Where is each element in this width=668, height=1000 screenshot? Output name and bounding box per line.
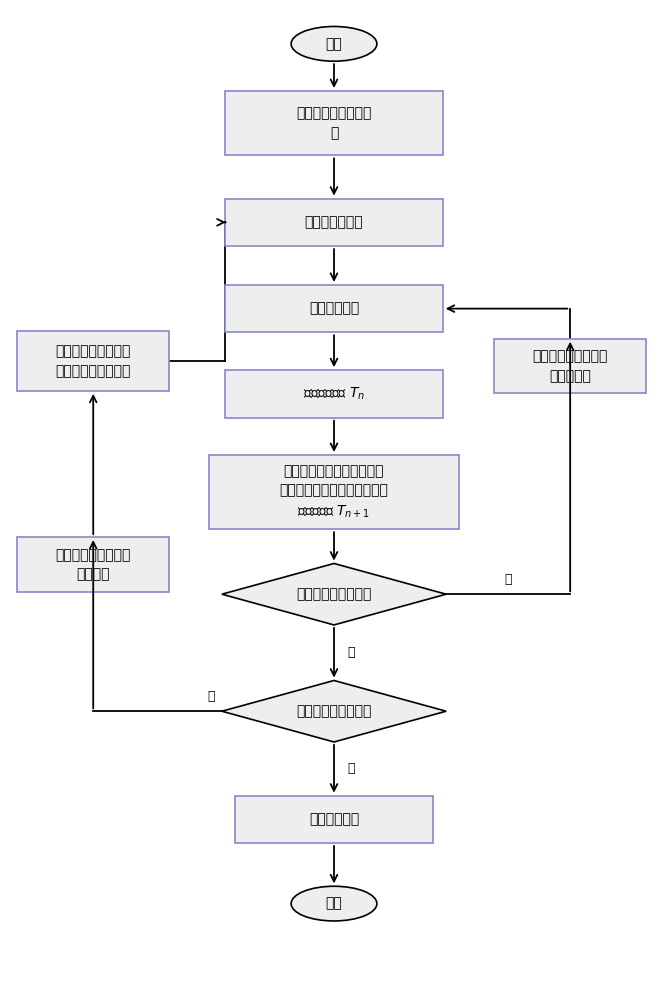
FancyBboxPatch shape bbox=[17, 331, 169, 391]
Ellipse shape bbox=[291, 26, 377, 61]
Text: 开始: 开始 bbox=[325, 37, 343, 51]
Text: 是否满足收敛条件？: 是否满足收敛条件？ bbox=[297, 587, 371, 601]
Text: 计算确定电机初始尺
寸: 计算确定电机初始尺 寸 bbox=[297, 106, 371, 140]
FancyBboxPatch shape bbox=[225, 370, 443, 418]
Text: 计算电机温升 $T_n$: 计算电机温升 $T_n$ bbox=[303, 386, 365, 402]
FancyBboxPatch shape bbox=[225, 91, 443, 155]
Text: 更新对应温度下材料的温度
特性，重新进行电磁性能分析
和计算温升 $T_{n+1}$: 更新对应温度下材料的温度 特性，重新进行电磁性能分析 和计算温升 $T_{n+1… bbox=[280, 464, 388, 520]
FancyBboxPatch shape bbox=[225, 199, 443, 246]
Text: 是: 是 bbox=[347, 646, 355, 659]
Polygon shape bbox=[222, 563, 446, 625]
Text: 确定最终尺寸: 确定最终尺寸 bbox=[309, 812, 359, 826]
Text: 更新对应温度下材料
的温度特性: 更新对应温度下材料 的温度特性 bbox=[532, 349, 608, 383]
FancyBboxPatch shape bbox=[225, 285, 443, 332]
Text: 分析结果，获得修正
因子的值: 分析结果，获得修正 因子的值 bbox=[55, 548, 131, 581]
Text: 否: 否 bbox=[504, 573, 512, 586]
Text: 是否满足输出转矩？: 是否满足输出转矩？ bbox=[297, 704, 371, 718]
Text: 优化定子内径和极弧
系数，进行改进设计: 优化定子内径和极弧 系数，进行改进设计 bbox=[55, 344, 131, 378]
Text: 否: 否 bbox=[208, 690, 215, 703]
Text: 结束: 结束 bbox=[325, 897, 343, 911]
FancyBboxPatch shape bbox=[17, 537, 169, 592]
Text: 电磁性能分析: 电磁性能分析 bbox=[309, 302, 359, 316]
FancyBboxPatch shape bbox=[208, 455, 460, 529]
Polygon shape bbox=[222, 680, 446, 742]
Text: 建立电磁场模型: 建立电磁场模型 bbox=[305, 215, 363, 229]
Ellipse shape bbox=[291, 886, 377, 921]
FancyBboxPatch shape bbox=[494, 339, 646, 393]
FancyBboxPatch shape bbox=[235, 796, 433, 843]
Text: 是: 是 bbox=[347, 762, 355, 775]
